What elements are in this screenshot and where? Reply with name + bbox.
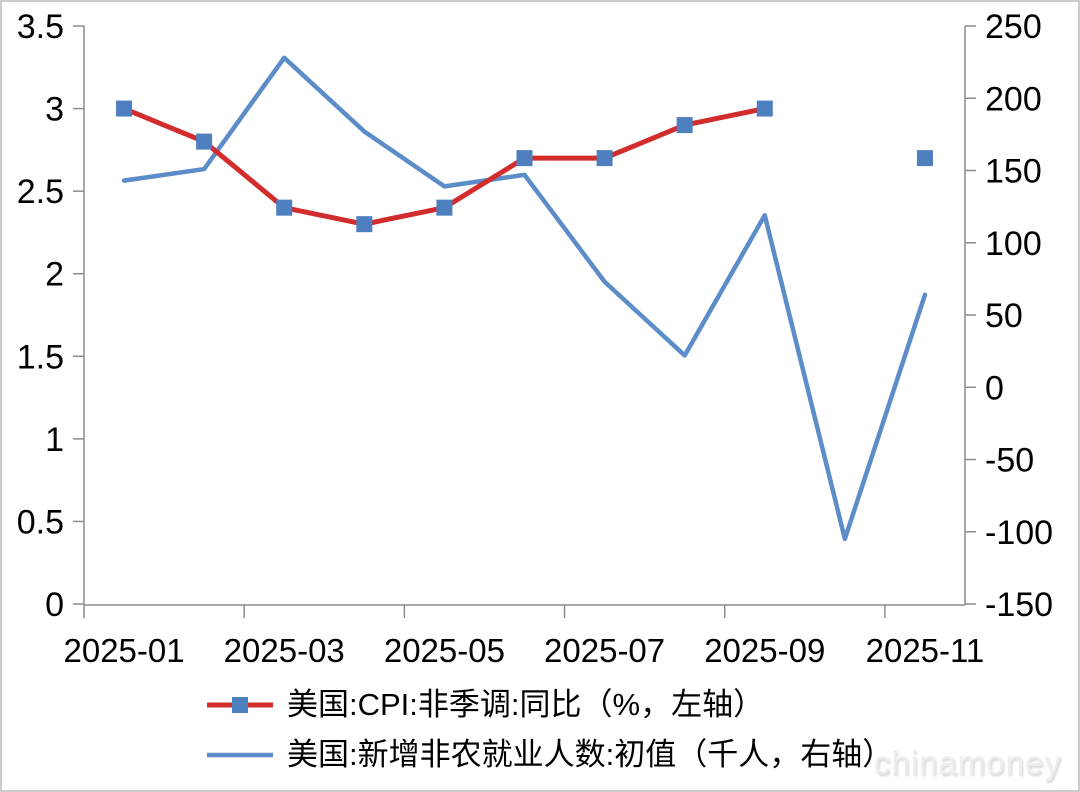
y-left-tick-label: 3 xyxy=(45,91,64,129)
tick-labels: 3.5 3 2.5 2 1.5 1 0.5 0 250 200 150 100 50 0 -50 -100 -1… xyxy=(17,8,1053,669)
y-left-tick-label: 1 xyxy=(45,421,64,459)
y-right-tick-label: -100 xyxy=(985,514,1053,552)
legend-cpi-line-marker-icon xyxy=(207,697,273,714)
series-line-1 xyxy=(121,55,928,542)
x-tick-label: 2025-03 xyxy=(224,632,345,669)
data-point-marker xyxy=(916,150,933,167)
x-tick-label: 2025-07 xyxy=(544,632,665,669)
data-point-marker xyxy=(436,199,453,216)
y-right-tick-label: 250 xyxy=(985,8,1042,46)
data-point-marker xyxy=(276,199,293,216)
data-point-marker xyxy=(756,100,773,117)
data-point-marker xyxy=(676,117,693,134)
legend-nfp-label: 美国:新增非农就业人数:初值（千人，右轴） xyxy=(287,737,894,773)
y-right-tick-label: 50 xyxy=(985,297,1023,335)
y-right-tick-label: 200 xyxy=(985,80,1042,118)
x-tick-label: 2025-05 xyxy=(384,632,505,669)
y-right-tick-label: -150 xyxy=(985,586,1053,624)
y-left-tick-label: 0.5 xyxy=(17,503,64,541)
y-right-tick-label: -50 xyxy=(985,442,1034,480)
data-point-marker xyxy=(596,150,613,167)
y-left-tick-label: 2 xyxy=(45,256,64,294)
legend-nfp-line-icon xyxy=(207,752,273,758)
y-left-tick-label: 1.5 xyxy=(17,338,64,376)
y-left-tick-label: 3.5 xyxy=(17,8,64,46)
y-right-tick-label: 0 xyxy=(985,369,1004,407)
legend-item-cpi: 美国:CPI:非季调:同比（%，左轴） xyxy=(205,687,893,722)
legend-item-nfp: 美国:新增非农就业人数:初值（千人，右轴） xyxy=(205,737,894,773)
data-point-marker xyxy=(196,133,213,150)
x-tick-label: 2025-11 xyxy=(866,632,985,669)
y-right-tick-label: 100 xyxy=(985,225,1042,263)
y-left-tick-label: 0 xyxy=(45,586,64,624)
y-left-tick-label: 2.5 xyxy=(17,173,64,211)
x-tick-label: 2025-01 xyxy=(63,632,184,669)
data-point-marker xyxy=(356,216,373,233)
data-point-marker xyxy=(516,150,533,167)
data-point-marker xyxy=(116,100,133,117)
legend-cpi-label: 美国:CPI:非季调:同比（%，左轴） xyxy=(287,687,765,722)
chart-legend: 美国:CPI:非季调:同比（%，左轴） 美国:新增非农就业人数:初值（千人，右轴… xyxy=(205,687,894,773)
x-tick-label: 2025-09 xyxy=(704,632,825,669)
axes xyxy=(73,25,976,618)
y-right-tick-label: 150 xyxy=(985,153,1042,191)
